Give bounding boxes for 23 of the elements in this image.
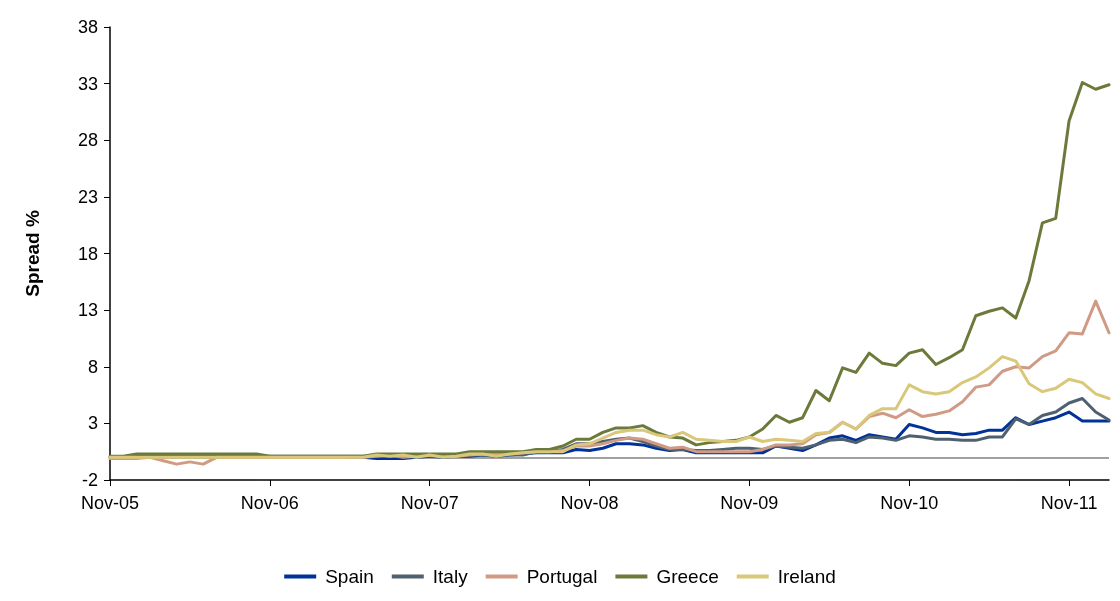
y-tick-label: 28 bbox=[77, 130, 98, 151]
legend-label: Greece bbox=[656, 566, 719, 587]
y-tick-label: 3 bbox=[87, 413, 98, 434]
legend-label: Spain bbox=[325, 566, 374, 587]
x-tick-label: Nov-05 bbox=[80, 493, 140, 513]
x-tick-label: Nov-10 bbox=[880, 493, 939, 513]
y-tick-label: 13 bbox=[77, 300, 98, 321]
legend-label: Ireland bbox=[777, 566, 836, 587]
x-tick-label: Nov-07 bbox=[400, 493, 459, 513]
x-tick-label: Nov-08 bbox=[560, 493, 619, 513]
line-series bbox=[108, 355, 1111, 459]
y-tick-label: -2 bbox=[81, 470, 98, 490]
x-tick-label: Nov-09 bbox=[720, 493, 779, 513]
y-tick-label: 38 bbox=[77, 17, 98, 37]
y-axis-title: Spread % bbox=[22, 210, 43, 297]
legend-label: Portugal bbox=[526, 566, 598, 587]
y-tick-label: 33 bbox=[77, 73, 98, 94]
y-tick-label: 18 bbox=[77, 243, 98, 264]
y-tick-label: 23 bbox=[77, 186, 98, 207]
legend-label: Italy bbox=[432, 566, 469, 587]
x-tick-label: Nov-06 bbox=[240, 493, 299, 513]
x-tick-label: Nov-11 bbox=[1040, 493, 1098, 513]
y-tick-label: 8 bbox=[87, 356, 98, 377]
